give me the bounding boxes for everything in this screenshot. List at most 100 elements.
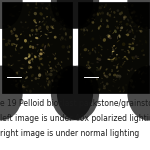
Ellipse shape: [57, 19, 58, 21]
Ellipse shape: [145, 73, 146, 74]
Ellipse shape: [57, 86, 60, 87]
Ellipse shape: [38, 73, 41, 77]
Ellipse shape: [113, 11, 116, 14]
Ellipse shape: [140, 78, 141, 79]
Ellipse shape: [145, 40, 147, 44]
Ellipse shape: [87, 61, 90, 63]
Ellipse shape: [98, 26, 100, 30]
Ellipse shape: [111, 11, 112, 13]
Ellipse shape: [133, 40, 135, 44]
Ellipse shape: [47, 84, 49, 86]
Ellipse shape: [87, 29, 88, 31]
Ellipse shape: [132, 81, 134, 82]
Ellipse shape: [69, 45, 70, 48]
Ellipse shape: [87, 8, 88, 11]
Ellipse shape: [37, 44, 39, 45]
Ellipse shape: [100, 25, 101, 27]
Ellipse shape: [132, 88, 134, 90]
Ellipse shape: [50, 25, 51, 26]
Ellipse shape: [39, 21, 40, 22]
Ellipse shape: [99, 12, 101, 15]
Ellipse shape: [28, 53, 31, 55]
Ellipse shape: [48, 64, 50, 66]
Ellipse shape: [21, 85, 23, 88]
Ellipse shape: [43, 17, 45, 19]
Ellipse shape: [137, 58, 140, 59]
Ellipse shape: [82, 44, 85, 47]
Ellipse shape: [52, 18, 55, 21]
Ellipse shape: [116, 76, 119, 78]
Ellipse shape: [45, 7, 48, 10]
Ellipse shape: [131, 47, 134, 50]
Ellipse shape: [109, 73, 111, 76]
Ellipse shape: [15, 74, 18, 75]
Ellipse shape: [15, 48, 17, 51]
Ellipse shape: [11, 15, 15, 17]
Ellipse shape: [28, 14, 30, 16]
Ellipse shape: [114, 17, 115, 18]
Ellipse shape: [141, 26, 143, 28]
Ellipse shape: [117, 36, 118, 39]
Ellipse shape: [53, 6, 54, 8]
Ellipse shape: [44, 24, 45, 26]
Ellipse shape: [90, 63, 92, 64]
Ellipse shape: [63, 24, 65, 27]
Ellipse shape: [12, 64, 14, 66]
Ellipse shape: [123, 16, 125, 20]
Ellipse shape: [124, 61, 126, 62]
Ellipse shape: [117, 40, 120, 42]
Ellipse shape: [111, 52, 113, 53]
Ellipse shape: [28, 60, 31, 62]
Ellipse shape: [41, 77, 44, 79]
Ellipse shape: [110, 89, 112, 91]
Ellipse shape: [141, 49, 144, 52]
Ellipse shape: [20, 33, 22, 35]
Ellipse shape: [16, 13, 19, 16]
Ellipse shape: [19, 47, 22, 49]
Ellipse shape: [94, 71, 95, 73]
Ellipse shape: [89, 52, 91, 55]
Ellipse shape: [3, 68, 4, 70]
Ellipse shape: [69, 36, 72, 39]
Ellipse shape: [125, 16, 127, 17]
Ellipse shape: [65, 67, 66, 68]
Ellipse shape: [53, 79, 56, 81]
Ellipse shape: [17, 38, 19, 40]
Ellipse shape: [106, 34, 110, 36]
Ellipse shape: [120, 66, 121, 68]
Ellipse shape: [34, 12, 37, 15]
Ellipse shape: [131, 28, 133, 31]
Ellipse shape: [113, 45, 115, 46]
Ellipse shape: [24, 39, 27, 43]
Ellipse shape: [118, 57, 120, 59]
Ellipse shape: [57, 84, 59, 87]
Ellipse shape: [103, 38, 106, 42]
Ellipse shape: [22, 86, 24, 87]
Ellipse shape: [5, 43, 8, 46]
Ellipse shape: [46, 28, 49, 31]
Ellipse shape: [96, 69, 99, 71]
Ellipse shape: [132, 42, 134, 45]
Ellipse shape: [35, 33, 37, 35]
Ellipse shape: [113, 65, 116, 66]
Ellipse shape: [127, 19, 129, 21]
Ellipse shape: [112, 51, 114, 52]
Ellipse shape: [50, 69, 53, 72]
Ellipse shape: [101, 21, 102, 22]
Ellipse shape: [60, 28, 62, 30]
Ellipse shape: [34, 21, 37, 24]
Ellipse shape: [128, 69, 130, 72]
Ellipse shape: [91, 21, 94, 24]
Ellipse shape: [0, 66, 23, 120]
Ellipse shape: [117, 9, 119, 12]
Ellipse shape: [61, 20, 64, 23]
Ellipse shape: [16, 86, 18, 88]
Ellipse shape: [41, 74, 43, 77]
Ellipse shape: [138, 25, 140, 28]
Ellipse shape: [98, 58, 101, 61]
Ellipse shape: [46, 21, 47, 22]
Ellipse shape: [61, 45, 65, 49]
Ellipse shape: [108, 37, 112, 39]
Ellipse shape: [28, 41, 29, 44]
Ellipse shape: [92, 63, 94, 64]
